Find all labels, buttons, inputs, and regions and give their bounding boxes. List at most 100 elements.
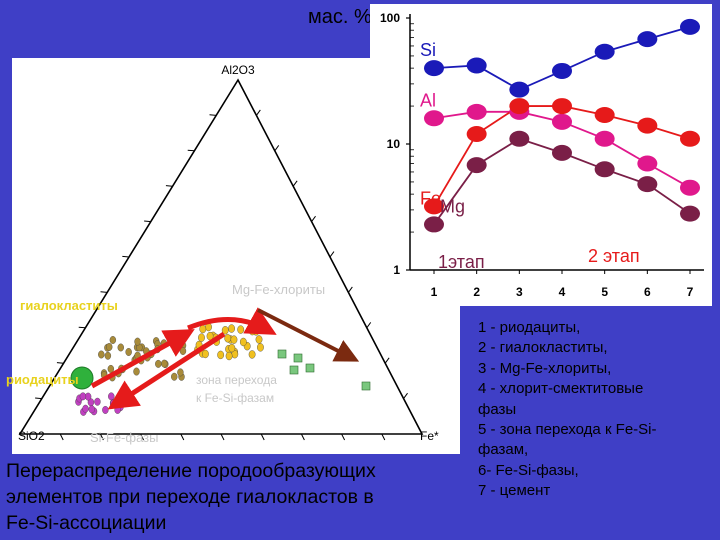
series-point-al [466, 103, 487, 120]
series-point-si [424, 60, 444, 77]
transition-point [217, 350, 225, 360]
hyaloclastite-point [109, 336, 117, 344]
x-tick-label: 6 [644, 285, 651, 299]
ternary-svg: Al2O3 SiO2 Fe* Mg-Fe-хлориты зона перехо… [18, 63, 439, 445]
ternary-tick [403, 392, 408, 399]
chlorite-point [305, 363, 315, 373]
label-rhyodacites: риодациты [6, 372, 79, 387]
series-point-fe [466, 126, 487, 143]
transition-point [237, 325, 245, 334]
ternary-tick [255, 109, 261, 116]
legend-item: 2 - гиалокластиты, [478, 339, 608, 357]
legend-item: 6- Fe-Si-фазы, [478, 461, 579, 479]
caption-line: элементов при переходе гиалокластов в [6, 486, 374, 508]
legend-item: фазам, [478, 441, 529, 459]
transition-point [248, 326, 256, 336]
ternary-tick [292, 180, 298, 187]
series-point-mg [594, 161, 615, 178]
rhyodacite-point [70, 366, 94, 390]
ternary-tick [140, 433, 145, 441]
label-mg-fe-chlorites: Mg-Fe-хлориты [232, 282, 325, 297]
annotation-stage2: 2 этап [588, 246, 640, 266]
ternary-tick [187, 149, 195, 152]
chlorite-points [277, 349, 371, 391]
transition-point [248, 350, 256, 359]
series-point-mg [424, 216, 444, 233]
y-tick-label: 100 [380, 11, 400, 25]
arrow-up-right [90, 329, 195, 389]
sife-point [88, 405, 95, 414]
hyaloclastite-point [171, 372, 178, 381]
arrow-down-left [107, 331, 226, 410]
transition-point [199, 324, 207, 334]
series-point-al [594, 130, 615, 147]
ternary-tick [311, 215, 316, 222]
transition-point [202, 349, 209, 359]
ternary-tick [209, 114, 217, 116]
series-points [424, 18, 700, 233]
ternary-tick [99, 433, 104, 441]
sife-point [114, 405, 121, 414]
annotation-stage1: 1этап [438, 252, 485, 272]
transition-point [228, 324, 235, 333]
sife-point [102, 406, 109, 414]
sife-point [82, 404, 89, 413]
ternary-tick [341, 433, 346, 441]
series-name-mg: Mg [440, 196, 465, 216]
series-point-mg [466, 157, 487, 174]
series-point-al [552, 113, 572, 130]
series-point-si [466, 57, 487, 74]
chlorite-point [361, 381, 371, 391]
ternary-tick [59, 433, 64, 441]
ternary-tick [100, 291, 108, 293]
series-point-al [424, 110, 444, 127]
transition-point [230, 335, 238, 344]
sife-point [79, 392, 87, 401]
series-name-si: Si [420, 40, 436, 60]
label-hyaloclastites: гиалокластиты [20, 298, 118, 313]
legend: 1 - риодациты, 2 - гиалокластиты, 3 - Mg… [478, 318, 714, 502]
transition-point [255, 335, 263, 344]
series-point-si [552, 62, 572, 79]
series-point-al [637, 155, 658, 172]
series-name-fe: Fe [420, 188, 441, 208]
ternary-tick [381, 433, 386, 441]
series-point-fe [424, 198, 444, 215]
legend-item: 1 - риодациты, [478, 319, 581, 336]
ternary-tick [78, 326, 86, 329]
label-si-fe-phases: Si-Fe-фазы [90, 430, 158, 445]
hyaloclastite-point [134, 337, 141, 346]
series-point-fe [637, 117, 658, 134]
series-point-fe [594, 106, 615, 123]
hyaloclastite-point [98, 350, 105, 359]
hyaloclastite-point [106, 343, 113, 351]
legend-item: 4 - хлорит-смектитовые [478, 380, 644, 398]
ternary-tick [122, 255, 130, 258]
ternary-tick [165, 185, 173, 187]
hyaloclastite-point [107, 364, 115, 373]
series-point-si [594, 43, 615, 60]
y-tick-group: 1 10 100 [380, 11, 414, 277]
series-point-fe [680, 130, 700, 147]
y-tick-label: 10 [387, 137, 401, 151]
transition-point [257, 343, 264, 352]
series-point-si [637, 31, 658, 48]
transition-point [198, 333, 205, 342]
label-transition-1: зона перехода [196, 373, 277, 387]
x-tick-label: 5 [601, 285, 608, 299]
ternary-tick [144, 220, 151, 223]
x-tick-label: 7 [687, 285, 694, 299]
element-chart: 1 10 100 1 2 3 4 5 6 7 Si Al Fe Mg 1этап 2 этап [370, 4, 712, 306]
units-label: мас. % [308, 6, 372, 28]
ternary-tick [35, 397, 42, 400]
hyaloclastite-point [177, 368, 184, 377]
series-point-fe [509, 98, 530, 115]
label-transition-2: к Fe-Si-фазам [196, 391, 274, 405]
series-point-si [680, 18, 700, 35]
hyaloclastite-point [117, 343, 124, 352]
hyaloclastite-point [133, 367, 140, 376]
caption-line: Перераспределение породообразующих [6, 460, 376, 482]
x-tick-label: 3 [516, 285, 523, 299]
x-tick-label: 2 [473, 285, 480, 299]
